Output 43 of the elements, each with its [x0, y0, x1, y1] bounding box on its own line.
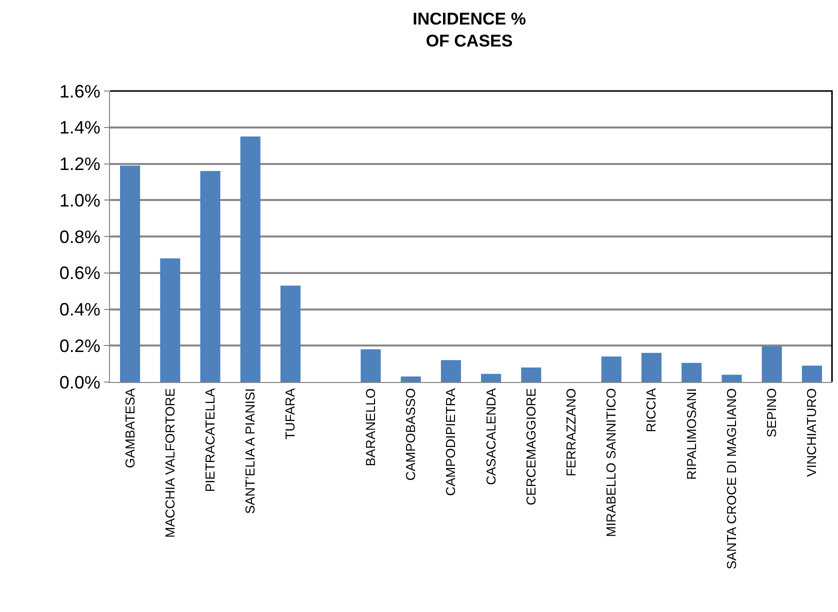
bar	[200, 171, 220, 382]
bar	[440, 360, 461, 382]
bar	[601, 356, 622, 382]
x-tick-label: CAMPOBASSO	[403, 388, 418, 481]
bar	[762, 346, 782, 382]
x-tick-label: FERRAZZANO	[564, 388, 579, 476]
bar	[641, 352, 662, 382]
bar	[280, 286, 301, 382]
bar	[360, 349, 381, 382]
x-tick-label: SANTA CROCE DI MAGLIANO	[724, 388, 739, 570]
bar	[521, 367, 542, 382]
x-tick-label: TUFARA	[282, 388, 298, 440]
x-tick-label: RICCIA	[644, 388, 659, 432]
x-tick-label: MIRABELLO SANNITICO	[604, 388, 619, 538]
bar	[120, 166, 140, 382]
bar	[240, 136, 260, 382]
y-tick-label: 1.2%	[59, 154, 100, 174]
x-tick-label: CAMPODIPIETRA	[443, 388, 458, 496]
bar	[160, 258, 180, 382]
y-tick-label: 0.6%	[59, 263, 100, 284]
y-tick-label: 0.0%	[59, 372, 100, 392]
x-tick-label: CERCEMAGGIORE	[523, 388, 538, 506]
x-tick-label: CASACALENDA	[483, 388, 498, 486]
bar	[802, 366, 822, 382]
bar	[481, 374, 502, 382]
x-tick-label: GAMBATESA	[122, 388, 138, 468]
y-tick-label: 0.2%	[59, 336, 100, 356]
bar	[682, 362, 702, 382]
x-tick-label: SEPINO	[764, 388, 780, 438]
y-tick-label: 1.0%	[59, 190, 100, 210]
chart-title: INCIDENCE % OF CASES	[412, 9, 526, 51]
bar	[722, 374, 742, 382]
bar	[400, 376, 421, 382]
y-tick-label: 1.4%	[59, 118, 100, 138]
x-tick-label: BARANELLO	[362, 388, 378, 466]
y-tick-label: 0.4%	[59, 300, 100, 320]
x-tick-label: RIPALIMOSANI	[684, 388, 699, 480]
x-tick-label: PIETRACATELLA	[202, 388, 218, 492]
x-tick-label: VINCHIATURO	[804, 388, 820, 477]
x-tick-label: SANT’ELIA A PIANISI	[242, 388, 258, 514]
y-tick-label: 0.8%	[59, 226, 100, 247]
y-tick-label: 1.6%	[59, 81, 100, 102]
x-tick-label: MACCHIA VALFORTORE	[162, 388, 178, 538]
